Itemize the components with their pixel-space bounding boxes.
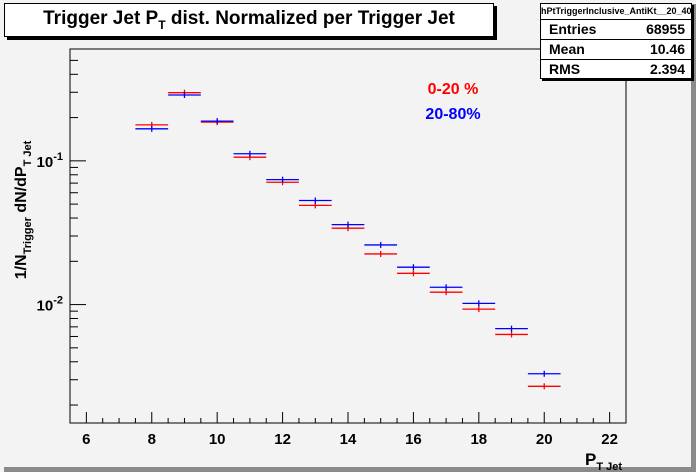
stats-value: 68955 [646,21,685,37]
y-tick-label: 10-2 [37,295,63,315]
x-tick-label: 18 [470,431,487,448]
plot-frame [69,48,627,424]
stats-key: Entries [549,21,597,37]
x-axis-label: PT Jet [585,450,622,472]
x-tick-label: 14 [340,431,357,448]
stats-value: 10.46 [649,41,685,57]
stats-row-rms: RMS 2.394 [541,60,691,79]
legend: 0-20 % 20-80% [425,81,480,123]
x-tick-label: 8 [148,431,156,448]
x-axis: 6 8 10 12 14 16 18 20 22 [69,412,627,448]
series-blue [135,92,561,377]
x-tick-label: 22 [601,431,618,448]
x-tick-label: 12 [274,431,291,448]
y-axis-label: 1/NTrigger dN/dPT Jet [13,140,34,279]
legend-entry: 20-80% [425,106,480,123]
stats-value: 2.394 [649,61,685,77]
title-box: Trigger Jet PT dist. Normalized per Trig… [4,3,494,37]
chart-title: Trigger Jet PT dist. Normalized per Trig… [43,8,455,32]
x-tick-label: 20 [536,431,553,448]
series-red [135,89,561,390]
stats-row-mean: Mean 10.46 [541,40,691,60]
series-layer [135,89,561,390]
stats-key: RMS [549,61,581,77]
y-tick-label: 10-1 [37,151,63,171]
canvas-shadow-bottom [4,467,696,472]
stats-row-entries: Entries 68955 [541,20,691,40]
stats-box: hPtTriggerInclusive_AntiKt__20_40 Entrie… [540,3,692,79]
legend-entry: 0-20 % [428,81,479,98]
x-tick-label: 16 [405,431,422,448]
x-tick-label: 10 [209,431,226,448]
canvas-shadow-right [691,4,696,472]
stats-key: Mean [549,41,585,57]
y-axis: 10-2 10-1 [37,59,86,406]
x-tick-label: 6 [82,431,90,448]
stats-histogram-name: hPtTriggerInclusive_AntiKt__20_40 [541,5,692,20]
